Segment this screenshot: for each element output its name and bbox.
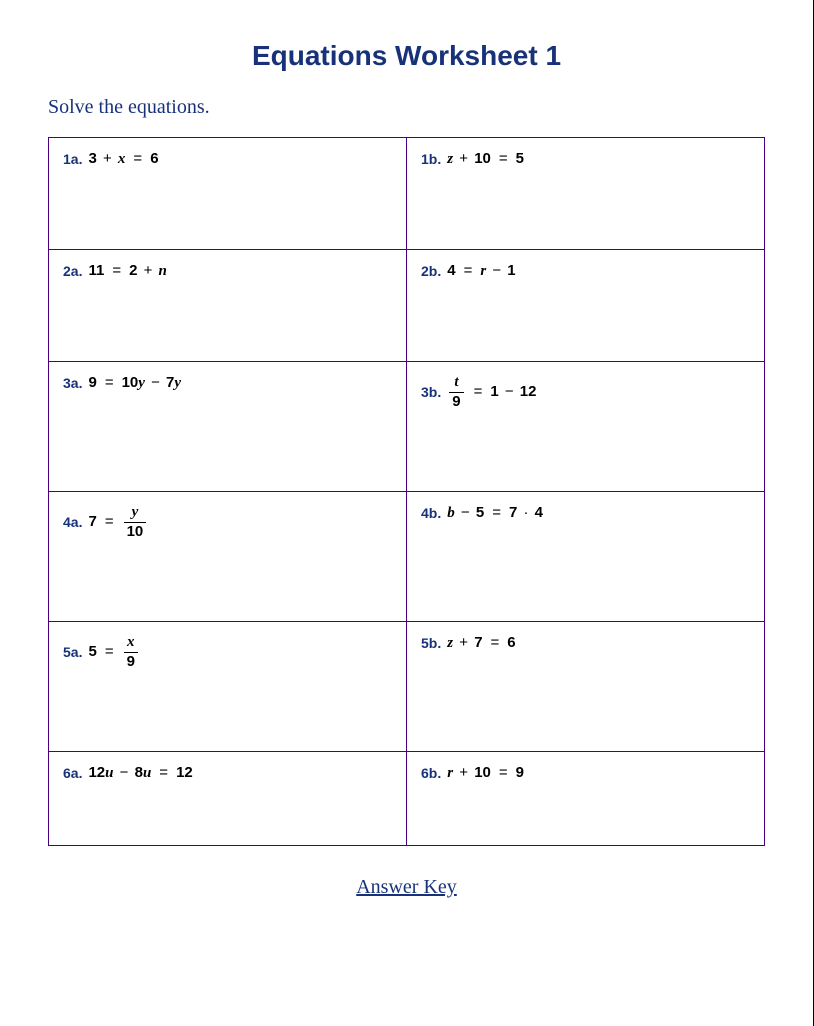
problems-table: 1a. 3 + x=6 1b. z + 10=5 2a. 11=2 + n 2b. 4=r −… <box>48 137 765 846</box>
equation-content: 4=r − 1 <box>447 262 515 280</box>
table-row: 3a. 9=10y − 7y 3b. t9=1 − 12 <box>49 362 765 492</box>
equation-content: 7=y10 <box>88 504 148 540</box>
problem-cell: 5a. 5=x9 <box>49 622 407 752</box>
problem-label: 2a. <box>63 263 82 279</box>
problem-cell: 4a. 7=y10 <box>49 492 407 622</box>
table-row: 2a. 11=2 + n 2b. 4=r − 1 <box>49 250 765 362</box>
worksheet-page: Equations Worksheet 1 Solve the equation… <box>0 0 813 919</box>
problem-label: 6a. <box>63 765 82 781</box>
problem-cell: 3b. t9=1 − 12 <box>407 362 765 492</box>
problem-label: 5a. <box>63 644 82 660</box>
problem-label: 2b. <box>421 263 441 279</box>
page-title: Equations Worksheet 1 <box>48 40 765 72</box>
answer-key-container: Answer Key <box>48 876 765 899</box>
problem-label: 3a. <box>63 375 82 391</box>
equation-content: z + 7=6 <box>447 634 515 652</box>
problems-tbody: 1a. 3 + x=6 1b. z + 10=5 2a. 11=2 + n 2b. 4=r −… <box>49 138 765 846</box>
problem-label: 4b. <box>421 505 441 521</box>
equation-content: z + 10=5 <box>447 150 524 168</box>
table-row: 6a. 12u − 8u=12 6b. r + 10=9 <box>49 752 765 846</box>
equation-content: t9=1 − 12 <box>447 374 536 410</box>
table-row: 4a. 7=y10 4b. b − 5=7 · 4 <box>49 492 765 622</box>
table-row: 5a. 5=x9 5b. z + 7=6 <box>49 622 765 752</box>
equation-content: r + 10=9 <box>447 764 524 782</box>
problem-cell: 2b. 4=r − 1 <box>407 250 765 362</box>
problem-cell: 3a. 9=10y − 7y <box>49 362 407 492</box>
problem-label: 3b. <box>421 384 441 400</box>
equation-content: 9=10y − 7y <box>88 374 181 392</box>
problem-cell: 1b. z + 10=5 <box>407 138 765 250</box>
equation-content: 12u − 8u=12 <box>88 764 192 782</box>
problem-cell: 2a. 11=2 + n <box>49 250 407 362</box>
instructions-text: Solve the equations. <box>48 96 765 119</box>
equation-content: 3 + x=6 <box>88 150 158 168</box>
problem-label: 4a. <box>63 514 82 530</box>
problem-cell: 4b. b − 5=7 · 4 <box>407 492 765 622</box>
problem-label: 1b. <box>421 151 441 167</box>
equation-content: 11=2 + n <box>88 262 166 280</box>
equation-content: 5=x9 <box>88 634 139 670</box>
equation-content: b − 5=7 · 4 <box>447 504 543 522</box>
problem-label: 6b. <box>421 765 441 781</box>
answer-key-link[interactable]: Answer Key <box>356 876 457 898</box>
problem-cell: 6a. 12u − 8u=12 <box>49 752 407 846</box>
problem-label: 1a. <box>63 151 82 167</box>
problem-cell: 5b. z + 7=6 <box>407 622 765 752</box>
problem-label: 5b. <box>421 635 441 651</box>
problem-cell: 1a. 3 + x=6 <box>49 138 407 250</box>
problem-cell: 6b. r + 10=9 <box>407 752 765 846</box>
table-row: 1a. 3 + x=6 1b. z + 10=5 <box>49 138 765 250</box>
